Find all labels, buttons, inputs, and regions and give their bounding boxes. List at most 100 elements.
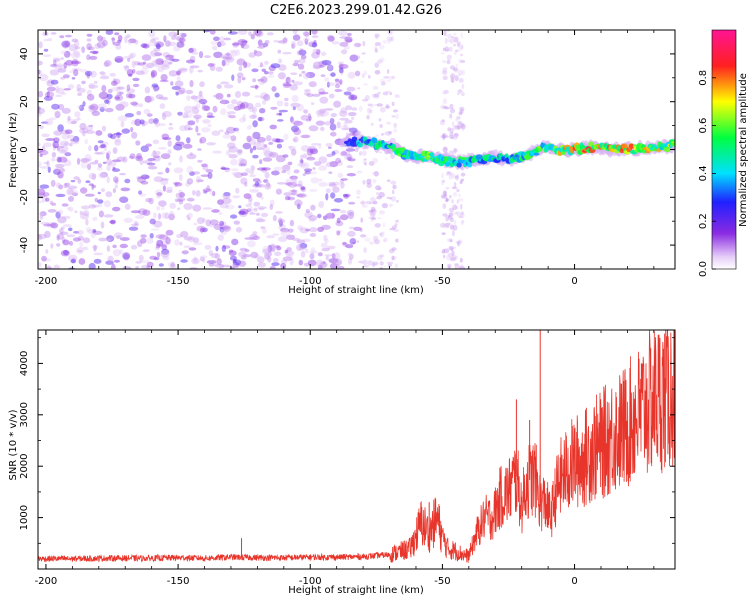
spectral-blob <box>38 90 42 98</box>
spectral-blob <box>142 61 147 65</box>
spectral-blob <box>259 159 263 165</box>
spectral-blob <box>332 186 340 193</box>
spectral-blob <box>347 158 356 162</box>
spectral-blob <box>142 43 150 49</box>
spectral-blob <box>92 51 99 55</box>
spectral-blob <box>146 265 151 269</box>
spectral-blob <box>376 195 382 200</box>
spectral-blob <box>354 70 361 77</box>
spectral-blob <box>140 145 149 153</box>
spectral-blob <box>237 149 243 154</box>
spectral-blob <box>98 237 107 242</box>
spectral-blob <box>127 39 132 45</box>
spectral-blob <box>372 179 377 184</box>
spectral-blob <box>162 185 166 192</box>
spectral-blob <box>343 154 354 161</box>
spectral-blob <box>357 55 361 59</box>
spectral-blob <box>291 148 297 156</box>
spectral-blob <box>157 213 162 220</box>
spectral-blob <box>62 224 72 228</box>
spectral-blob <box>447 265 451 269</box>
spectral-blob <box>70 179 76 183</box>
spectral-blob <box>378 118 382 122</box>
spectral-blob <box>374 62 380 68</box>
spectral-blob <box>370 122 374 126</box>
spectral-blob <box>389 197 393 200</box>
spectral-blob <box>375 191 380 196</box>
spectral-blob <box>360 217 364 223</box>
spectral-blob <box>107 150 111 156</box>
spectral-blob <box>318 143 322 149</box>
spectral-blob <box>238 205 242 209</box>
spectral-blob <box>456 188 460 193</box>
spectral-blob <box>339 209 347 214</box>
spectral-blob <box>240 256 247 260</box>
spectral-blob <box>79 68 88 73</box>
spectral-blob <box>196 217 205 225</box>
spectral-blob <box>206 115 215 119</box>
spectral-blob <box>332 149 340 155</box>
spectral-blob <box>54 111 61 119</box>
spectral-blob <box>99 145 107 149</box>
spectral-blob <box>283 133 289 141</box>
spectral-blob <box>311 35 319 38</box>
spectral-blob <box>183 245 191 249</box>
spectral-blob <box>160 153 171 160</box>
spectral-blob <box>440 135 447 139</box>
spectral-blob <box>137 240 143 248</box>
spectral-blob <box>458 215 463 219</box>
spectral-blob <box>317 226 324 232</box>
spectral-blob <box>373 200 378 205</box>
spectral-blob <box>241 76 246 81</box>
spectral-blob <box>71 59 79 67</box>
spectral-blob <box>56 147 61 152</box>
spectral-blob <box>38 233 47 240</box>
spectral-blob <box>319 261 328 268</box>
spectral-blob <box>65 34 72 38</box>
spectral-blob <box>102 161 107 164</box>
spectral-blob <box>353 226 363 231</box>
spectral-blob <box>199 81 205 88</box>
spectral-blob <box>100 150 106 155</box>
spectral-blob <box>85 227 92 232</box>
spectral-blob <box>112 188 116 194</box>
spectral-blob <box>149 233 154 239</box>
spectral-blob <box>229 49 239 53</box>
spectral-blob <box>318 108 326 114</box>
spectral-blob <box>311 93 321 97</box>
spectral-blob <box>264 183 272 190</box>
spectral-blob <box>287 161 293 166</box>
spectral-blob <box>448 207 455 212</box>
spectral-blob <box>221 98 226 104</box>
spectral-blob <box>224 61 230 66</box>
colorbar-tick-label: 0.4 <box>698 165 709 181</box>
spectral-blob <box>440 105 445 109</box>
spectral-blob <box>373 96 379 100</box>
spectral-blob <box>370 219 374 222</box>
spectral-blob <box>308 218 315 223</box>
spectral-blob <box>340 182 345 189</box>
spectral-blob <box>319 110 329 117</box>
spectral-blob <box>53 59 57 66</box>
spectral-blob <box>293 120 304 126</box>
spectral-blob <box>121 128 131 134</box>
spectral-blob <box>372 235 379 242</box>
spectral-blob <box>277 72 286 80</box>
spectral-blob <box>38 69 43 76</box>
spectral-blob <box>201 127 211 133</box>
spectral-blob <box>206 142 216 146</box>
spectral-blob <box>392 225 397 230</box>
spectral-blob <box>441 132 447 139</box>
spectral-blob <box>203 105 211 112</box>
spectral-blob <box>112 249 121 257</box>
spectral-blob <box>330 72 336 77</box>
spectral-blob <box>177 207 181 211</box>
x-tick-label: -200 <box>35 576 58 587</box>
spectral-blob <box>68 44 79 52</box>
spectral-blob <box>226 57 233 61</box>
spectral-blob <box>308 115 312 121</box>
spectral-blob <box>261 228 267 234</box>
spectral-blob <box>315 259 324 267</box>
spectral-blob <box>290 41 297 49</box>
spectral-blob <box>239 247 248 252</box>
